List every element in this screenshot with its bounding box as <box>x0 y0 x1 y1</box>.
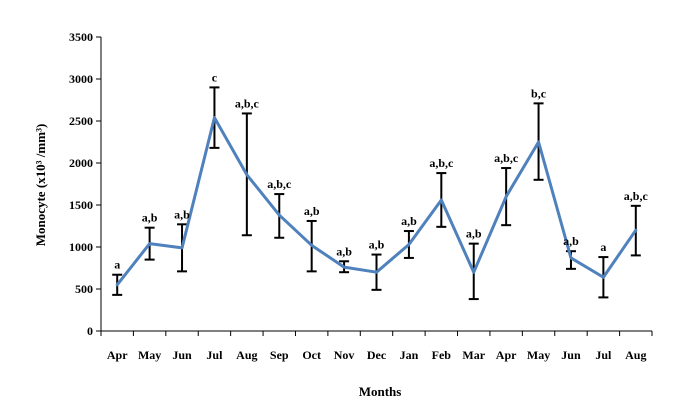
y-axis-title: Monocyte (x10³ /mm³) <box>33 124 48 247</box>
y-tick-label: 3000 <box>69 72 93 86</box>
y-tick-label: 3500 <box>69 30 93 44</box>
significance-label: a,b,c <box>267 177 292 191</box>
x-tick-label: Aug <box>236 348 257 362</box>
significance-label: a,b <box>401 214 417 228</box>
x-tick-label: May <box>138 348 161 362</box>
significance-label: a <box>114 258 120 272</box>
y-tick-label: 1000 <box>69 240 93 254</box>
x-tick-label: Feb <box>432 348 452 362</box>
x-tick-label: Aug <box>625 348 646 362</box>
x-tick-label: Jul <box>206 348 223 362</box>
series-line <box>115 116 638 287</box>
x-tick-label: Sep <box>270 348 289 362</box>
x-tick-label: Apr <box>107 348 128 362</box>
significance-label: a,b,c <box>624 189 649 203</box>
significance-label: a,b,c <box>494 151 519 165</box>
significance-label: c <box>212 70 218 84</box>
significance-label: a,b,c <box>235 96 260 110</box>
significance-label: a,b <box>369 238 385 252</box>
y-tick-label: 1500 <box>69 198 93 212</box>
y-tick-label: 2500 <box>69 114 93 128</box>
significance-label: b,c <box>531 86 547 100</box>
x-tick-label: Nov <box>334 348 355 362</box>
x-tick-label: Dec <box>367 348 387 362</box>
significance-label: a,b,c <box>429 156 454 170</box>
significance-label: a <box>600 240 606 254</box>
significance-label: a,b <box>142 211 158 225</box>
x-tick-label: Oct <box>302 348 321 362</box>
significance-label: a,b <box>563 234 579 248</box>
significance-label: a,b <box>304 204 320 218</box>
x-tick-label: Jun <box>172 348 192 362</box>
significance-label: a,b <box>174 207 190 221</box>
significance-label: a,b <box>336 244 352 258</box>
x-tick-label: Jan <box>400 348 419 362</box>
y-tick-label: 0 <box>87 324 93 338</box>
x-tick-label: May <box>527 348 550 362</box>
x-tick-label: Jun <box>561 348 581 362</box>
x-tick-label: Apr <box>496 348 517 362</box>
x-tick-label: Mar <box>462 348 485 362</box>
y-tick-label: 2000 <box>69 156 93 170</box>
x-axis-title: Months <box>359 384 402 399</box>
y-tick-label: 500 <box>75 282 93 296</box>
significance-label: a,b <box>466 227 482 241</box>
plot-area: 0 500 1000 1500 2000 2500 3000 3500 Apr May Jun Jul… <box>69 30 653 362</box>
x-tick-label: Jul <box>595 348 612 362</box>
